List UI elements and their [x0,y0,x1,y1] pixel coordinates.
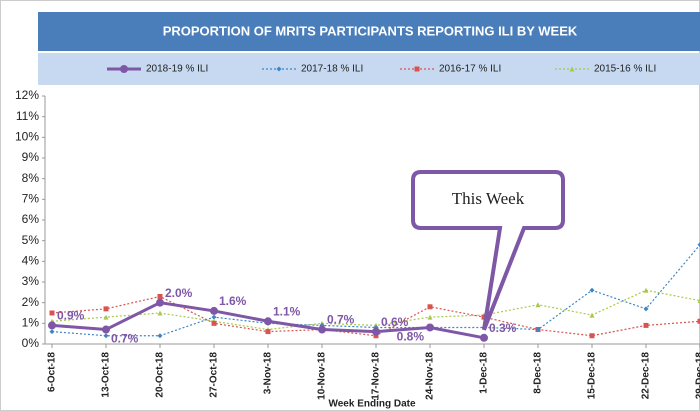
point [426,323,434,332]
y-tick-label: 2% [22,295,40,309]
legend-label: 2015-16 % ILI [594,64,656,75]
y-tick-label: 3% [22,274,40,288]
point [157,293,163,299]
point [643,322,649,328]
point [697,298,700,304]
point [373,333,379,339]
data-label: 0.7% [327,313,355,327]
y-tick-label: 9% [22,150,40,164]
data-label: 0.7% [111,332,139,346]
point [102,325,110,334]
x-tick-label: 17-Nov-18 [371,352,382,400]
point [414,66,420,72]
x-axis-title: Week Ending Date [328,399,415,410]
point [103,306,109,312]
point [276,66,282,72]
point [589,312,595,318]
point [49,329,55,335]
point [103,333,109,339]
point [265,329,271,335]
data-label: 0.9% [57,309,85,323]
point [535,327,541,333]
point [264,317,272,326]
y-tick-label: 10% [15,130,39,144]
x-tick-label: 8-Dec-18 [533,352,544,394]
x-tick-label: 13-Oct-18 [101,352,112,398]
point [643,306,649,312]
x-tick-label: 22-Dec-18 [641,352,652,400]
y-tick-label: 1% [22,316,40,330]
x-tick-label: 10-Nov-18 [317,352,328,400]
data-label: 0.3% [489,321,517,335]
data-label: 0.6% [381,315,409,329]
data-label: 1.1% [273,304,301,318]
x-tick-label: 29-Dec-18 [695,352,700,400]
x-tick-label: 20-Oct-18 [155,352,166,398]
legend-strip [38,53,700,85]
point [48,321,56,330]
callout [411,170,565,331]
point [372,327,380,336]
point [569,66,575,72]
point [103,314,109,320]
point [535,302,541,308]
legend-label: 2017-18 % ILI [301,64,363,75]
point [120,65,128,73]
y-tick-label: 5% [22,233,40,247]
y-tick-label: 11% [16,109,39,123]
title-banner [38,12,700,51]
point [157,333,163,339]
point [589,333,595,339]
y-tick-label: 8% [22,171,40,185]
point [643,287,649,293]
legend-label: 2018-19 % ILI [146,64,208,75]
point [589,287,595,293]
x-tick-label: 3-Nov-18 [263,352,274,395]
x-tick-label: 27-Oct-18 [209,352,220,398]
data-label: 0.8% [397,330,425,344]
point [211,320,217,326]
point [427,314,433,320]
legend-label: 2016-17 % ILI [439,64,501,75]
chart-title: PROPORTION OF MRITS PARTICIPANTS REPORTI… [163,23,578,38]
y-tick-label: 4% [22,254,40,268]
y-tick-label: 0% [22,336,40,350]
y-tick-label: 12% [15,88,39,102]
data-label: 2.0% [165,286,193,300]
y-tick-label: 7% [22,192,40,206]
point [210,306,218,315]
x-tick-label: 15-Dec-18 [587,352,598,400]
point [427,304,433,310]
point [697,318,700,324]
x-tick-label: 6-Oct-18 [47,352,58,392]
point [480,333,488,342]
point [157,310,163,316]
x-tick-label: 24-Nov-18 [425,352,436,400]
x-tick-label: 1-Dec-18 [479,352,490,394]
point [49,310,55,316]
point [156,298,164,307]
data-label: 1.6% [219,294,247,308]
point [211,314,217,320]
callout-text: This Week [452,189,525,208]
y-tick-label: 6% [22,212,40,226]
point [318,325,326,334]
point [697,242,700,248]
